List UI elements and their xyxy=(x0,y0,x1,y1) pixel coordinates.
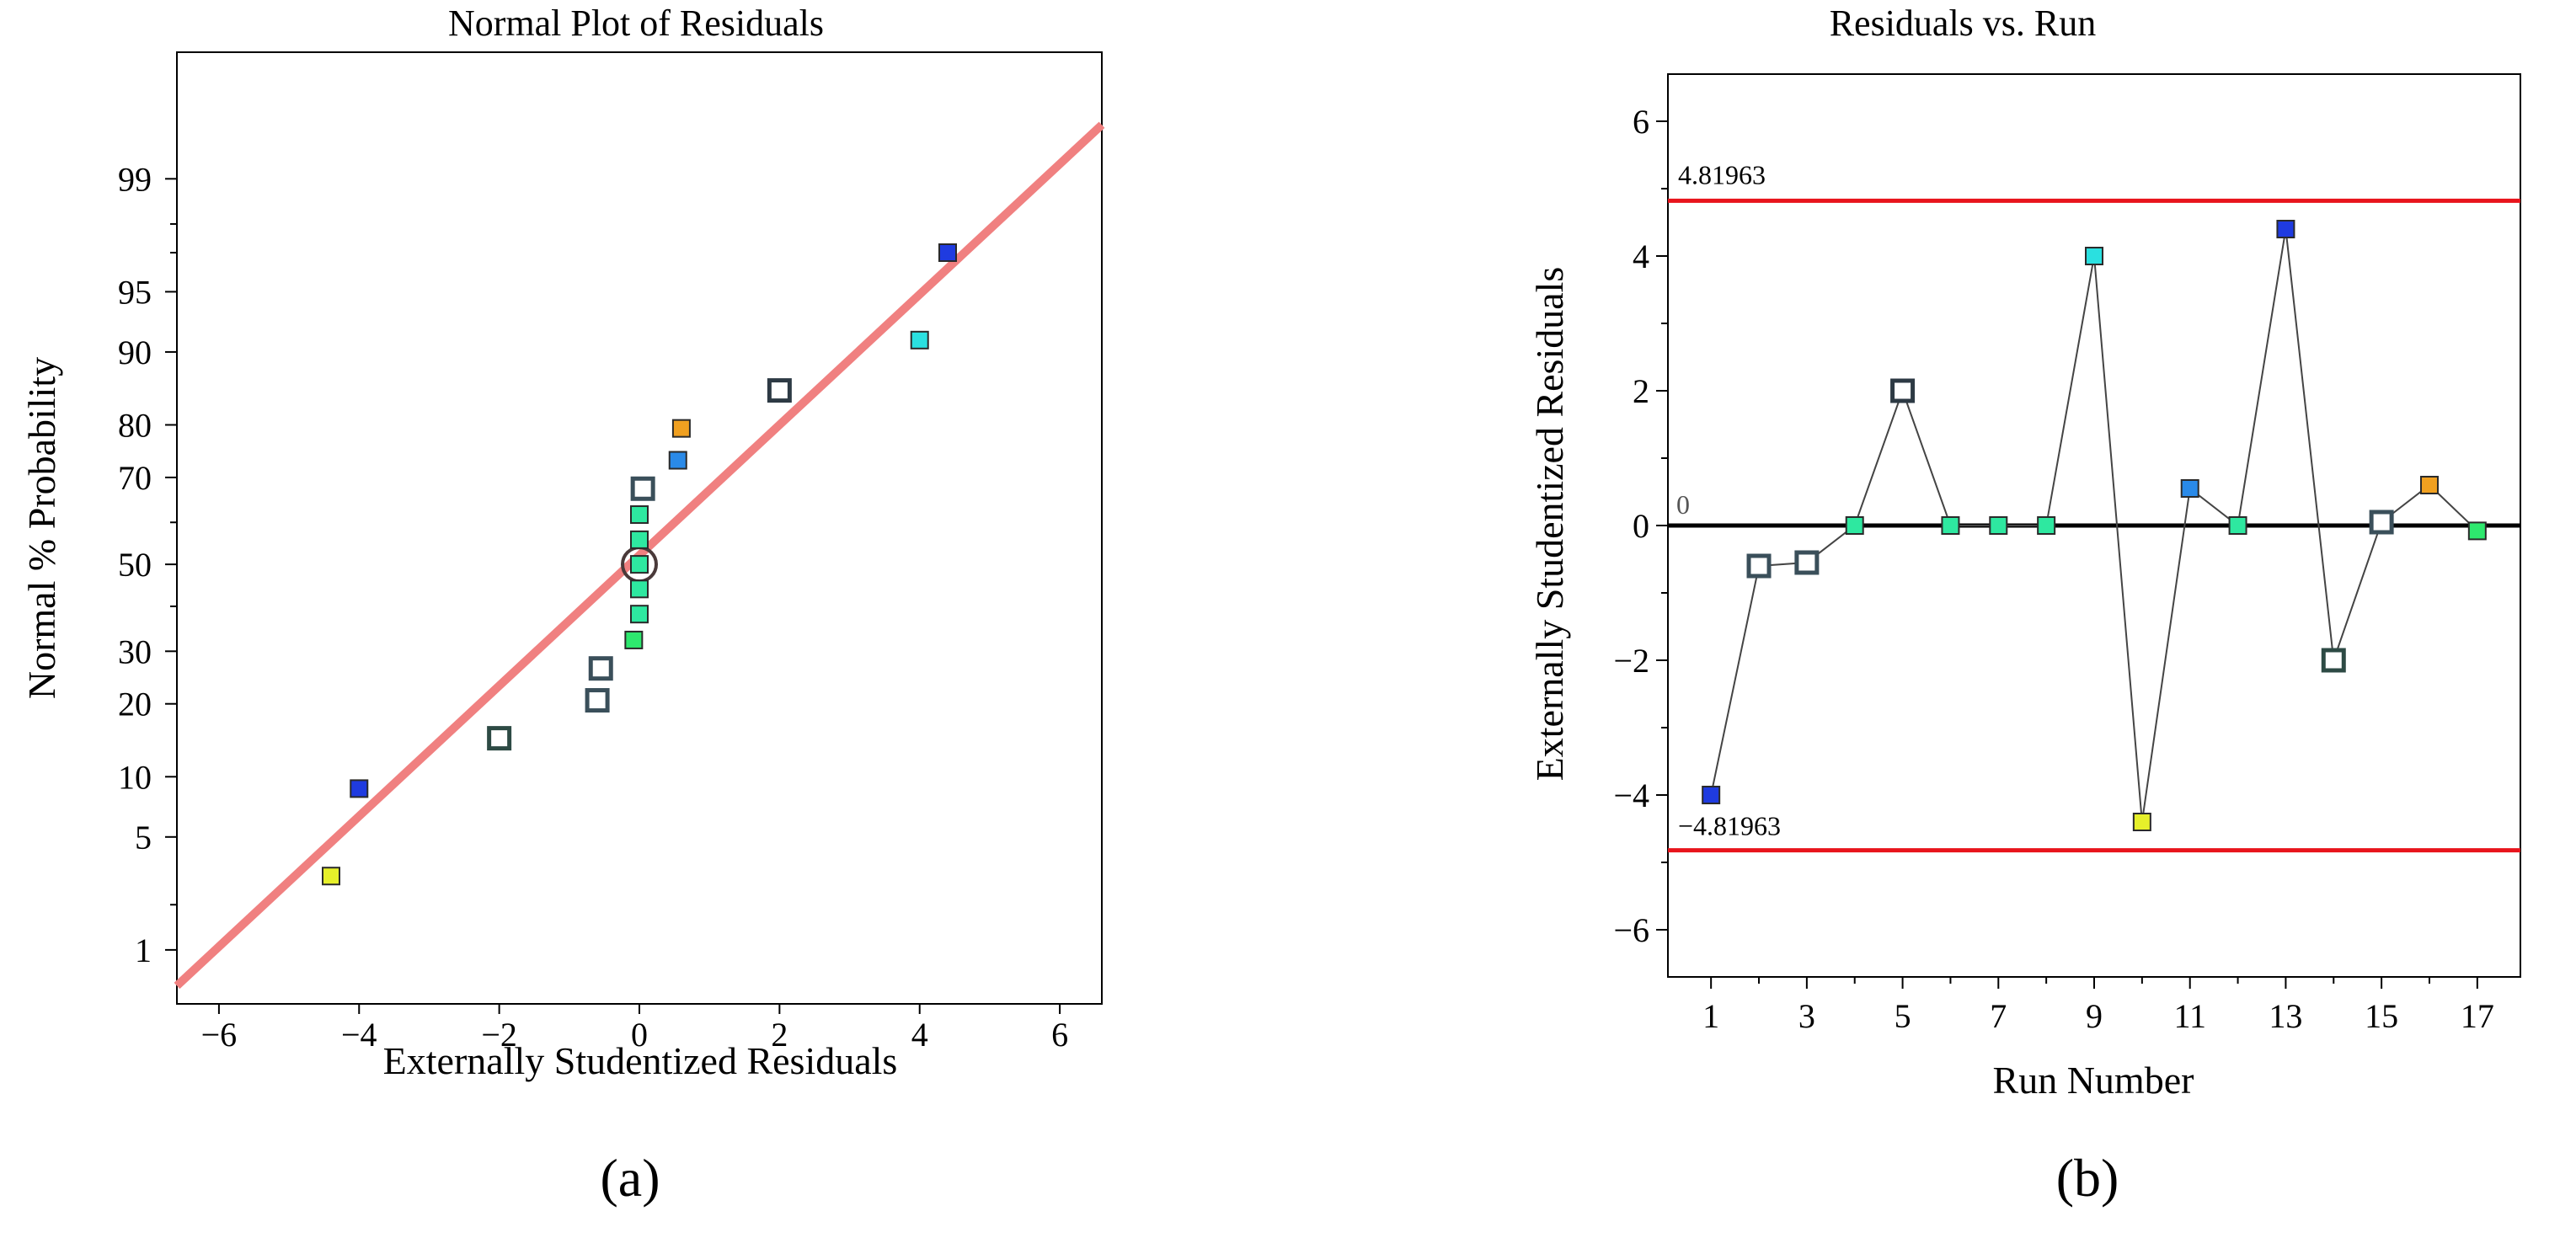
normal-plot-chart: Normal Plot of Residuals −6 −4 −2 0 2 4 6 1 5 10 2… xyxy=(20,3,1105,1208)
residual-point xyxy=(2321,648,2346,673)
residual-point xyxy=(1941,516,1960,535)
x-tick-label: 1 xyxy=(1702,997,1719,1035)
y-tick-label: 50 xyxy=(118,546,152,584)
data-point xyxy=(588,656,613,681)
y-tick-label: 4 xyxy=(1633,237,1649,275)
chart-a-points xyxy=(322,243,957,886)
x-tick-label: 2 xyxy=(771,1016,788,1054)
y-tick-label: −2 xyxy=(1613,642,1649,680)
x-tick-label: 0 xyxy=(631,1016,648,1054)
y-tick-label: 2 xyxy=(1633,372,1649,410)
panel-label-a: (a) xyxy=(600,1148,660,1208)
x-tick-label: 4 xyxy=(911,1016,928,1054)
chart-b-ylabel: Externally Studentized Residuals xyxy=(1528,267,1571,782)
data-point xyxy=(767,378,792,403)
lower-limit-label: −4.81963 xyxy=(1678,811,1781,841)
y-tick-label: −4 xyxy=(1613,776,1649,814)
y-tick-label: 10 xyxy=(118,758,152,796)
y-tick-label: 99 xyxy=(118,160,152,198)
residual-point xyxy=(2085,247,2103,265)
data-point xyxy=(671,419,691,438)
data-point xyxy=(624,630,644,649)
y-tick-label: 30 xyxy=(118,632,152,670)
x-tick-label: 3 xyxy=(1798,997,1815,1035)
residual-point xyxy=(1845,516,1864,535)
data-point xyxy=(487,726,512,751)
panel-label-b: (b) xyxy=(2056,1148,2119,1208)
zero-label: 0 xyxy=(1676,489,1690,520)
x-tick-label: −2 xyxy=(481,1016,517,1054)
chart-a-ticks: −6 −4 −2 0 2 4 6 1 5 10 20 30 50 70 80 90 95 99 xyxy=(118,160,1068,1054)
data-point xyxy=(668,451,687,470)
x-tick-label: −6 xyxy=(201,1016,238,1054)
y-tick-label: 70 xyxy=(118,459,152,497)
x-tick-label: −4 xyxy=(341,1016,377,1054)
chart-b-title: Residuals vs. Run xyxy=(1830,3,2097,44)
residual-point xyxy=(2419,476,2439,494)
residual-point xyxy=(1989,516,2008,535)
data-point xyxy=(630,530,649,549)
y-tick-label: 5 xyxy=(135,819,152,856)
residual-point xyxy=(1794,550,1820,575)
data-point xyxy=(350,779,369,798)
data-point xyxy=(938,243,957,262)
residual-point xyxy=(2132,813,2151,831)
x-tick-label: 9 xyxy=(2086,997,2103,1035)
y-tick-label: 6 xyxy=(1633,103,1649,141)
x-tick-label: 7 xyxy=(1990,997,2007,1035)
residual-point xyxy=(2037,516,2056,535)
residual-point xyxy=(1890,378,1916,403)
y-tick-label: 90 xyxy=(118,334,152,371)
y-tick-label: 95 xyxy=(118,273,152,311)
upper-limit-label: 4.81963 xyxy=(1678,159,1766,189)
residual-point xyxy=(2180,479,2199,498)
x-tick-label: 17 xyxy=(2461,997,2494,1035)
data-point xyxy=(585,688,610,713)
x-tick-label: 13 xyxy=(2269,997,2302,1035)
x-tick-label: 15 xyxy=(2365,997,2398,1035)
x-tick-label: 11 xyxy=(2173,997,2206,1035)
chart-a-ylabel: Normal % Probability xyxy=(20,357,63,699)
data-point xyxy=(630,476,655,501)
y-tick-label: 80 xyxy=(118,406,152,444)
chart-a-title: Normal Plot of Residuals xyxy=(448,3,824,44)
data-point xyxy=(630,605,649,624)
chart-b-series xyxy=(1702,220,2487,831)
data-point xyxy=(630,555,649,574)
y-tick-label: 0 xyxy=(1633,507,1649,545)
y-tick-label: 20 xyxy=(118,686,152,723)
chart-b-xlabel: Run Number xyxy=(1993,1059,2194,1102)
residual-point xyxy=(1746,553,1772,579)
x-tick-label: 6 xyxy=(1051,1016,1068,1054)
residual-point xyxy=(1702,786,1721,804)
x-tick-label: 5 xyxy=(1895,997,1911,1035)
residual-point xyxy=(2276,220,2295,238)
data-point xyxy=(630,505,649,525)
data-point xyxy=(630,579,649,599)
y-tick-label: −6 xyxy=(1613,911,1649,949)
residual-point xyxy=(2369,510,2394,535)
residual-point xyxy=(2467,521,2487,541)
data-point xyxy=(910,330,929,350)
chart-a-xlabel: Externally Studentized Residuals xyxy=(383,1039,898,1082)
residual-point xyxy=(2228,516,2247,535)
data-point xyxy=(322,867,340,886)
y-tick-label: 1 xyxy=(135,931,152,969)
